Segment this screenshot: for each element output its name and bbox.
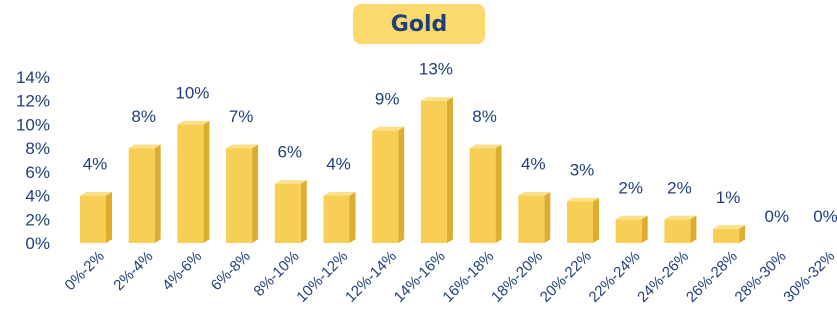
data-label: 2%: [667, 178, 692, 197]
x-tick-label: 22%-24%: [586, 248, 644, 306]
bar-side: [446, 97, 453, 243]
bar-top: [518, 191, 551, 196]
x-tick-label: 18%-20%: [488, 248, 546, 306]
bar: [80, 195, 106, 243]
bar-top: [420, 97, 453, 101]
bar: [469, 148, 496, 243]
data-label: 1%: [716, 188, 741, 207]
bar-top: [372, 126, 405, 131]
bar: [615, 219, 642, 243]
bar-side: [398, 126, 405, 243]
bar: [567, 201, 593, 243]
y-tick-label: 10%: [16, 115, 50, 134]
x-tick-label: 26%-28%: [683, 248, 741, 306]
bar-side: [252, 144, 259, 243]
bar-top: [128, 144, 161, 149]
y-tick-label: 2%: [25, 210, 50, 229]
bar-top: [469, 144, 502, 149]
bar-side: [349, 191, 356, 243]
x-tick-label: 12%-14%: [342, 248, 400, 306]
data-label: 0%: [765, 207, 790, 226]
bar-top: [226, 144, 259, 149]
data-label: 8%: [131, 107, 156, 126]
x-tick-label: 2%-4%: [110, 248, 156, 294]
data-label: 2%: [618, 178, 643, 197]
y-tick-label: 12%: [16, 92, 50, 111]
data-label: 3%: [570, 161, 595, 180]
x-tick-label: 10%-12%: [293, 248, 351, 306]
x-tick-label: 4%-6%: [159, 248, 205, 294]
y-tick-label: 6%: [25, 163, 50, 182]
bar-top: [80, 191, 112, 196]
data-label: 4%: [521, 155, 546, 174]
bar-top: [615, 215, 648, 220]
x-tick-label: 30%-32%: [780, 248, 837, 306]
bar: [664, 219, 691, 243]
bar-side: [641, 215, 648, 243]
data-label: 9%: [375, 89, 400, 108]
chart-title: Gold: [390, 11, 448, 37]
bar: [323, 195, 350, 243]
x-tick-label: 16%-18%: [439, 248, 497, 306]
bar: [372, 130, 399, 243]
x-tick-label: 24%-26%: [634, 248, 692, 306]
bar: [177, 124, 204, 243]
data-label: 10%: [175, 83, 209, 102]
bar: [713, 228, 740, 243]
bar: [420, 100, 447, 243]
bar-side: [495, 144, 502, 243]
y-tick-label: 14%: [16, 68, 50, 87]
bar-top: [177, 120, 210, 125]
data-label: 7%: [229, 107, 254, 126]
bar-side: [300, 180, 307, 243]
data-label: 0%: [813, 207, 837, 226]
bar-top: [713, 225, 746, 229]
y-tick-label: 8%: [25, 139, 50, 158]
bar: [128, 148, 155, 243]
bar-side: [203, 120, 210, 243]
bar-side: [544, 191, 551, 243]
bar: [274, 183, 301, 243]
bar-side: [106, 191, 112, 243]
y-tick-label: 4%: [25, 187, 50, 206]
chart-title-box: Gold: [353, 4, 485, 44]
bar: [226, 148, 253, 243]
data-label: 6%: [278, 143, 303, 162]
y-tick-label: 0%: [25, 234, 50, 253]
x-tick-label: 28%-30%: [732, 248, 790, 306]
bar-side: [593, 197, 599, 243]
bar-top: [323, 191, 356, 196]
bar-side: [739, 225, 746, 243]
bar-side: [154, 144, 161, 243]
data-label: 4%: [83, 155, 108, 174]
bar-top: [567, 197, 599, 202]
x-tick-label: 14%-16%: [391, 248, 449, 306]
data-label: 8%: [472, 107, 497, 126]
data-label: 4%: [326, 155, 351, 174]
x-tick-label: 6%-8%: [208, 248, 254, 294]
bar-top: [664, 215, 697, 220]
bar-side: [690, 215, 697, 243]
bar: [518, 195, 545, 243]
x-tick-label: 20%-22%: [537, 248, 595, 306]
data-label: 13%: [419, 60, 453, 79]
x-tick-label: 0%-2%: [62, 248, 108, 294]
bar-top: [274, 180, 307, 184]
